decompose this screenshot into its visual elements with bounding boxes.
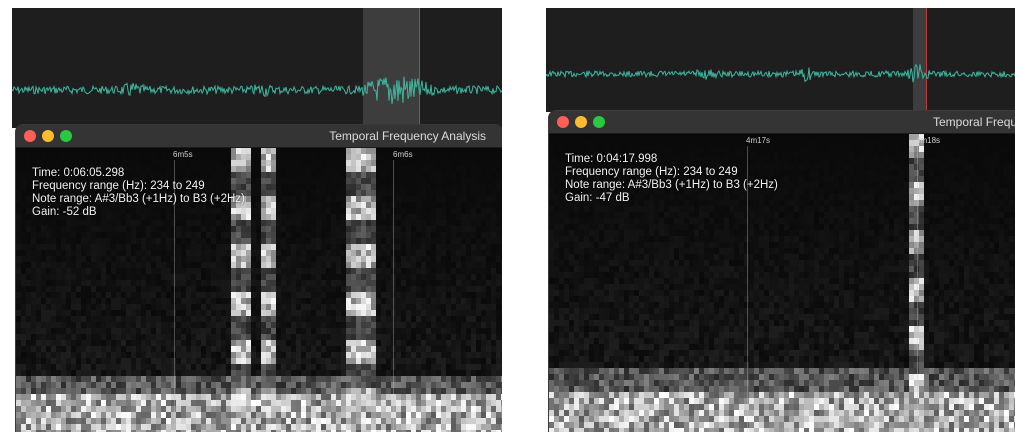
left-readout-note: Note range: A#3/Bb3 (+1Hz) to B3 (+2Hz) <box>32 193 245 205</box>
left-waveform-view[interactable] <box>12 8 502 128</box>
minimize-button-icon[interactable] <box>575 116 587 128</box>
left-waveform-plot <box>12 76 502 105</box>
left-time-tick: 6m6s <box>393 150 413 159</box>
waveform-trace <box>546 63 1015 83</box>
minimize-button-icon[interactable] <box>42 130 54 142</box>
left-spectrogram[interactable]: 6m5s 6m6s Time: 0:06:05.298 Frequency ra… <box>16 148 502 432</box>
right-time-tick: 4m17s <box>746 136 771 145</box>
right-readout-frequency: Frequency range (Hz): 234 to 249 <box>565 166 738 178</box>
left-titlebar[interactable]: Temporal Frequency Analysis <box>16 125 502 148</box>
close-button-icon[interactable] <box>24 130 36 142</box>
left-panel: Temporal Frequency Analysis 6m5s 6m6s Ti… <box>12 8 502 432</box>
right-spectrogram[interactable]: 4m17s 4m18s Time: 0:04:17.998 Frequency … <box>549 134 1015 432</box>
close-button-icon[interactable] <box>557 116 569 128</box>
waveform-trace <box>12 76 502 105</box>
right-time-gridline <box>917 146 918 432</box>
right-readout: Time: 0:04:17.998 Frequency range (Hz): … <box>565 153 778 205</box>
right-window-title: Temporal Frequ <box>933 115 1015 129</box>
right-readout-gain: Gain: -47 dB <box>565 192 630 204</box>
left-analysis-window: Temporal Frequency Analysis 6m5s 6m6s Ti… <box>15 124 502 432</box>
left-window-title: Temporal Frequency Analysis <box>329 129 486 143</box>
left-readout-frequency: Frequency range (Hz): 234 to 249 <box>32 180 205 192</box>
right-time-tick: 4m18s <box>916 136 941 145</box>
left-readout-gain: Gain: -52 dB <box>32 206 97 218</box>
left-spectrogram-canvas <box>16 148 502 432</box>
right-panel: Temporal Frequ 4m17s 4m18s Time: 0:04:17… <box>546 8 1015 432</box>
right-selection-region[interactable] <box>913 8 927 112</box>
left-time-gridline <box>393 160 394 432</box>
right-titlebar[interactable]: Temporal Frequ <box>549 111 1015 134</box>
zoom-button-icon[interactable] <box>593 116 605 128</box>
right-time-gridline <box>747 146 748 432</box>
right-readout-time: Time: 0:04:17.998 <box>565 153 658 165</box>
right-spectrogram-canvas <box>549 134 1015 432</box>
left-readout: Time: 0:06:05.298 Frequency range (Hz): … <box>32 167 245 219</box>
left-readout-time: Time: 0:06:05.298 <box>32 167 125 179</box>
left-selection-region[interactable] <box>363 8 420 128</box>
left-time-tick: 6m5s <box>173 150 193 159</box>
right-waveform-view[interactable] <box>546 8 1015 112</box>
right-analysis-window: Temporal Frequ 4m17s 4m18s Time: 0:04:17… <box>548 110 1015 432</box>
left-time-gridline <box>174 160 175 432</box>
right-waveform-plot <box>546 63 1015 83</box>
right-readout-note: Note range: A#3/Bb3 (+1Hz) to B3 (+2Hz) <box>565 179 778 191</box>
zoom-button-icon[interactable] <box>60 130 72 142</box>
